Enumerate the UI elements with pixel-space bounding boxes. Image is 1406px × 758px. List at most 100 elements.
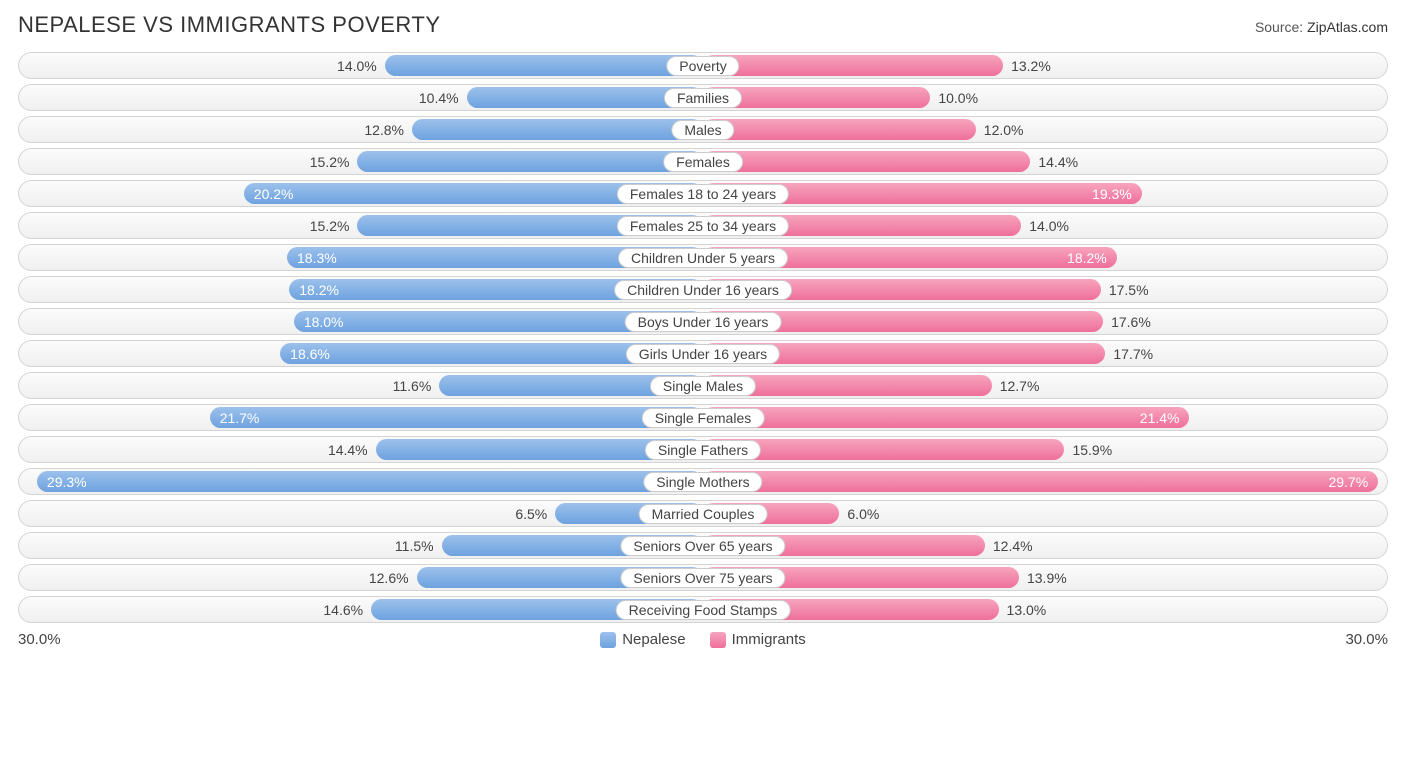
chart-row: 14.4%15.9%Single Fathers — [18, 436, 1388, 463]
half-left: 18.0% — [21, 311, 703, 332]
half-right: 14.4% — [703, 151, 1385, 172]
chart-row: 14.6%13.0%Receiving Food Stamps — [18, 596, 1388, 623]
half-right: 21.4% — [703, 407, 1385, 428]
half-right: 12.0% — [703, 119, 1385, 140]
chart-row: 29.3% 29.7% Single Mothers — [18, 468, 1388, 495]
value-right: 13.9% — [1027, 570, 1067, 586]
chart-footer: 30.0% Nepalese Immigrants 30.0% — [18, 631, 1388, 648]
half-right: 29.7% — [703, 471, 1385, 492]
half-right: 14.0% — [703, 215, 1385, 236]
chart-row: 14.0%13.2%Poverty — [18, 52, 1388, 79]
bar-right — [703, 119, 976, 140]
value-right: 6.0% — [847, 506, 879, 522]
value-right: 19.3% — [1092, 186, 1132, 202]
chart-row: 21.7%21.4%Single Females — [18, 404, 1388, 431]
value-right: 29.7% — [1328, 474, 1368, 490]
legend-swatch-left — [600, 632, 616, 648]
bar-right — [703, 471, 1378, 492]
category-label: Girls Under 16 years — [626, 344, 780, 364]
half-right: 12.4% — [703, 535, 1385, 556]
half-right: 6.0% — [703, 503, 1385, 524]
value-left: 6.5% — [515, 506, 547, 522]
chart-row: 6.5% 6.0% Married Couples — [18, 500, 1388, 527]
chart-source: Source: ZipAtlas.com — [1255, 19, 1388, 35]
category-label: Seniors Over 65 years — [620, 536, 785, 556]
bar-left — [412, 119, 703, 140]
half-left: 18.3% — [21, 247, 703, 268]
half-left: 12.6% — [21, 567, 703, 588]
half-left: 18.6% — [21, 343, 703, 364]
chart-header: NEPALESE VS IMMIGRANTS POVERTY Source: Z… — [18, 12, 1388, 38]
bar-right — [703, 407, 1189, 428]
half-right: 13.9% — [703, 567, 1385, 588]
half-right: 10.0% — [703, 87, 1385, 108]
half-left: 15.2% — [21, 215, 703, 236]
value-left: 12.6% — [369, 570, 409, 586]
category-label: Families — [664, 88, 742, 108]
category-label: Children Under 16 years — [614, 280, 792, 300]
value-right: 17.5% — [1109, 282, 1149, 298]
category-label: Boys Under 16 years — [625, 312, 782, 332]
value-left: 11.6% — [393, 378, 432, 394]
bar-left — [357, 151, 703, 172]
value-left: 14.6% — [323, 602, 363, 618]
legend-item-right: Immigrants — [710, 631, 806, 648]
half-left: 11.5% — [21, 535, 703, 556]
half-right: 17.6% — [703, 311, 1385, 332]
half-left: 11.6% — [21, 375, 703, 396]
bar-right — [703, 151, 1030, 172]
chart-title: NEPALESE VS IMMIGRANTS POVERTY — [18, 12, 441, 38]
value-left: 15.2% — [310, 154, 350, 170]
half-right: 13.2% — [703, 55, 1385, 76]
bar-left — [385, 55, 703, 76]
value-left: 10.4% — [419, 90, 459, 106]
value-left: 14.0% — [337, 58, 377, 74]
value-right: 12.7% — [1000, 378, 1040, 394]
value-right: 14.4% — [1038, 154, 1078, 170]
value-right: 18.2% — [1067, 250, 1107, 266]
value-left: 18.2% — [299, 282, 339, 298]
half-left: 10.4% — [21, 87, 703, 108]
bar-right — [703, 55, 1003, 76]
category-label: Married Couples — [639, 504, 768, 524]
value-left: 12.8% — [364, 122, 404, 138]
half-left: 20.2% — [21, 183, 703, 204]
half-left: 29.3% — [21, 471, 703, 492]
half-left: 6.5% — [21, 503, 703, 524]
source-value: ZipAtlas.com — [1307, 19, 1388, 35]
half-left: 15.2% — [21, 151, 703, 172]
value-right: 15.9% — [1072, 442, 1112, 458]
value-right: 12.0% — [984, 122, 1024, 138]
value-left: 18.0% — [304, 314, 344, 330]
legend-label-left: Nepalese — [622, 631, 685, 648]
chart-row: 18.6%17.7%Girls Under 16 years — [18, 340, 1388, 367]
half-right: 12.7% — [703, 375, 1385, 396]
value-right: 13.0% — [1007, 602, 1047, 618]
value-left: 11.5% — [395, 538, 434, 554]
chart-row: 20.2%19.3%Females 18 to 24 years — [18, 180, 1388, 207]
half-left: 14.0% — [21, 55, 703, 76]
half-right: 13.0% — [703, 599, 1385, 620]
half-right: 15.9% — [703, 439, 1385, 460]
half-right: 18.2% — [703, 247, 1385, 268]
half-left: 21.7% — [21, 407, 703, 428]
chart-row: 11.6%12.7%Single Males — [18, 372, 1388, 399]
legend-swatch-right — [710, 632, 726, 648]
value-right: 13.2% — [1011, 58, 1051, 74]
bar-left — [210, 407, 703, 428]
category-label: Seniors Over 75 years — [620, 568, 785, 588]
half-left: 14.6% — [21, 599, 703, 620]
category-label: Single Mothers — [643, 472, 762, 492]
legend-label-right: Immigrants — [732, 631, 806, 648]
half-left: 12.8% — [21, 119, 703, 140]
chart-row: 15.2%14.0%Females 25 to 34 years — [18, 212, 1388, 239]
category-label: Single Females — [642, 408, 765, 428]
chart-row: 18.3%18.2%Children Under 5 years — [18, 244, 1388, 271]
chart-row: 18.2% 17.5% Children Under 16 years — [18, 276, 1388, 303]
value-left: 20.2% — [254, 186, 294, 202]
half-right: 19.3% — [703, 183, 1385, 204]
chart-row: 10.4% 10.0%Families — [18, 84, 1388, 111]
value-left: 15.2% — [310, 218, 350, 234]
chart-row: 12.6% 13.9% Seniors Over 75 years — [18, 564, 1388, 591]
value-left: 14.4% — [328, 442, 368, 458]
